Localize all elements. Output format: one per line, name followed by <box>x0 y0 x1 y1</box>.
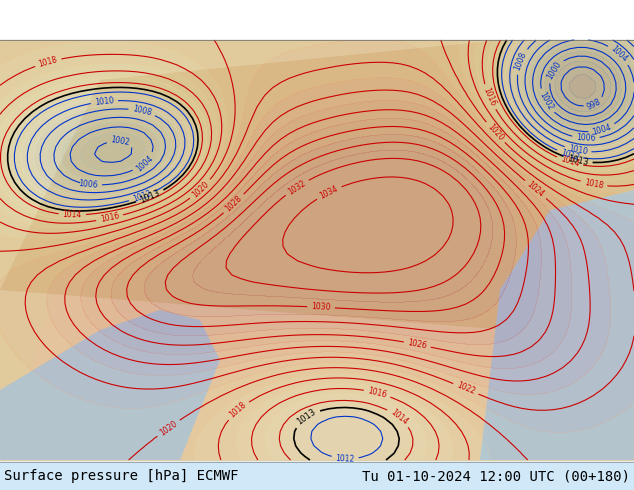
Text: 1002: 1002 <box>110 135 131 147</box>
Text: 1034: 1034 <box>318 184 340 201</box>
Text: Tu 01-10-2024 12:00 UTC (00+180): Tu 01-10-2024 12:00 UTC (00+180) <box>362 469 630 483</box>
Polygon shape <box>0 90 634 460</box>
Text: 1020: 1020 <box>486 122 505 143</box>
Text: 1006: 1006 <box>576 133 596 143</box>
Text: 998: 998 <box>585 97 602 111</box>
Text: 1013: 1013 <box>138 188 162 205</box>
Text: 1004: 1004 <box>592 122 612 137</box>
Text: 1024: 1024 <box>526 180 546 199</box>
Text: 1012: 1012 <box>131 189 152 204</box>
Text: 1004: 1004 <box>134 153 155 173</box>
Text: 1010: 1010 <box>94 96 114 107</box>
Text: 1032: 1032 <box>287 178 307 196</box>
Text: 1006: 1006 <box>78 179 98 190</box>
Text: 1018: 1018 <box>228 400 248 420</box>
Polygon shape <box>0 40 634 340</box>
Text: 1008: 1008 <box>513 51 528 72</box>
Polygon shape <box>480 190 634 460</box>
Text: 1028: 1028 <box>224 194 244 214</box>
Text: 1014: 1014 <box>559 155 580 169</box>
Text: 1020: 1020 <box>191 179 210 199</box>
Polygon shape <box>0 310 220 460</box>
Bar <box>0 40 634 460</box>
Bar <box>0 40 634 460</box>
Text: 1020: 1020 <box>158 419 179 438</box>
Text: 1018: 1018 <box>584 178 604 190</box>
Text: 1014: 1014 <box>389 408 409 427</box>
Text: Surface pressure [hPa] ECMWF: Surface pressure [hPa] ECMWF <box>4 469 238 483</box>
Text: 1004: 1004 <box>609 44 630 64</box>
Text: 1002: 1002 <box>537 91 554 112</box>
Text: 1022: 1022 <box>455 381 476 396</box>
Bar <box>0 462 634 490</box>
Text: 1010: 1010 <box>567 144 588 157</box>
Text: 1014: 1014 <box>63 210 82 220</box>
Text: 1016: 1016 <box>366 386 387 400</box>
Text: 1000: 1000 <box>545 60 562 81</box>
Text: 1016: 1016 <box>482 86 498 108</box>
Text: 1013: 1013 <box>295 408 318 427</box>
Text: 1012: 1012 <box>335 454 355 464</box>
Text: 1008: 1008 <box>131 104 152 118</box>
Text: 1030: 1030 <box>311 302 331 312</box>
Text: 1016: 1016 <box>100 212 120 224</box>
Text: 1018: 1018 <box>38 55 58 69</box>
Text: 1013: 1013 <box>567 154 589 167</box>
Text: 1026: 1026 <box>407 338 427 351</box>
Text: 1012: 1012 <box>559 148 580 162</box>
